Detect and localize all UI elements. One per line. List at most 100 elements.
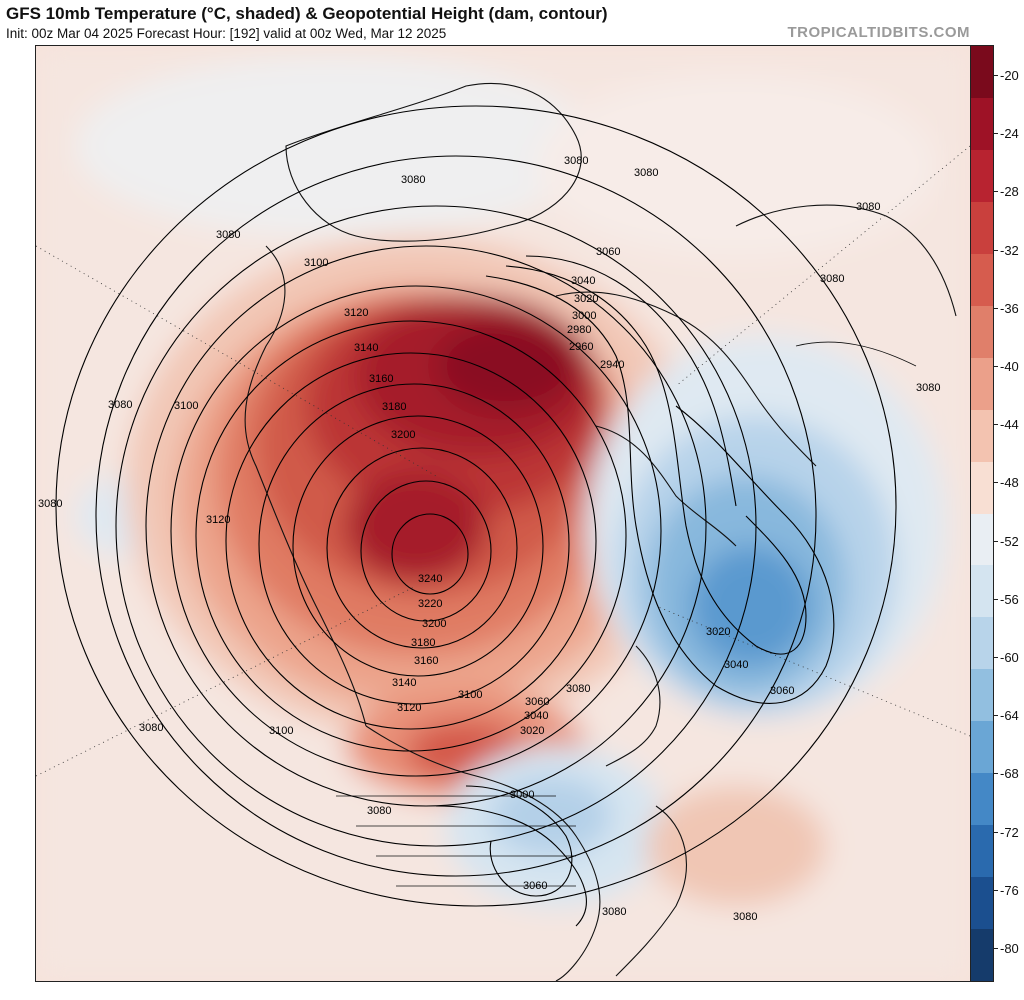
colorbar-segment	[971, 201, 993, 255]
chart-subtitle: Init: 00z Mar 04 2025 Forecast Hour: [19…	[6, 26, 447, 41]
contour-label: 3100	[304, 257, 328, 269]
contour-label: 3080	[566, 683, 590, 695]
colorbar-tick	[993, 249, 998, 251]
colorbar-tick	[993, 598, 998, 600]
contour-label: 3080	[856, 201, 880, 213]
colorbar-segment	[971, 773, 993, 827]
colorbar-label: -60	[1000, 650, 1019, 665]
map-canvas: 3080 3080 3080 3080 3080 3080 3080 3100 …	[36, 46, 970, 981]
colorbar-segment	[971, 409, 993, 463]
contour-label: 3040	[524, 710, 548, 722]
colorbar-label: -48	[1000, 475, 1019, 491]
colorbar-label: -64	[1000, 708, 1019, 724]
colorbar-tick	[993, 307, 998, 309]
contour-label: 3140	[392, 677, 416, 689]
colorbar-label: -80	[1000, 941, 1019, 956]
contour-label: 3120	[206, 514, 230, 526]
contour-label: 3060	[525, 696, 549, 708]
contour-label-layer: 3080 3080 3080 3080 3080 3080 3080 3100 …	[38, 155, 940, 923]
colorbar-tick	[993, 133, 998, 135]
contour-label: 3180	[382, 401, 406, 413]
colorbar-segment	[971, 617, 993, 671]
colorbar-tick	[993, 773, 998, 775]
colorbar-label: -68	[1000, 766, 1019, 782]
contour-label: 3060	[596, 246, 620, 258]
colorbar-label: -36	[1000, 300, 1019, 316]
colorbar-label: -52	[1000, 533, 1019, 549]
colorbar-label: -28	[1000, 184, 1019, 200]
contour-label: 3020	[574, 293, 598, 305]
colorbar-segment	[971, 929, 993, 981]
colorbar-segment	[971, 461, 993, 515]
contour-label: 2960	[569, 341, 593, 353]
colorbar-segment	[971, 877, 993, 931]
chart-title: GFS 10mb Temperature (°C, shaded) & Geop…	[6, 4, 608, 23]
colorbar-tick	[993, 948, 998, 949]
contour-label: 3140	[354, 342, 378, 354]
colorbar-segment	[971, 513, 993, 567]
contour-label: 3200	[422, 618, 446, 630]
height-contours	[55, 105, 897, 927]
colorbar-segment	[971, 97, 993, 151]
contour-label: 3080	[216, 229, 240, 241]
contour-label: 3080	[733, 911, 757, 923]
colorbar-tick	[993, 540, 998, 542]
contour-label: 3160	[369, 373, 393, 385]
colorbar-tick	[993, 889, 998, 891]
contour-label: 3120	[344, 307, 368, 319]
map-panel: 3080 3080 3080 3080 3080 3080 3080 3100 …	[35, 45, 971, 982]
contour-label: 3080	[564, 155, 588, 167]
colorbar-tick	[993, 831, 998, 833]
colorbar-tick	[993, 75, 998, 76]
contour-label: 3020	[520, 725, 544, 737]
colorbar-segment	[971, 305, 993, 359]
contour-label: 3200	[391, 429, 415, 441]
colorbar-segment	[971, 721, 993, 775]
contour-label: 3100	[458, 689, 482, 701]
colorbar-tick	[993, 191, 998, 193]
colorbar-segment	[971, 149, 993, 203]
colorbar-segment	[971, 46, 993, 99]
contour-label: 3020	[706, 626, 730, 638]
brand-watermark[interactable]: TROPICALTIDBITS.COM	[787, 24, 970, 41]
contour-label: 3060	[770, 685, 794, 697]
contour-label: 3160	[414, 655, 438, 667]
colorbar-label: -24	[1000, 126, 1019, 142]
colorbar-segment	[971, 357, 993, 411]
colorbar-segment	[971, 669, 993, 723]
colorbar-tick	[993, 424, 998, 426]
contour-label: 3060	[523, 880, 547, 892]
colorbar-tick	[993, 657, 998, 658]
colorbar-label: -76	[1000, 882, 1019, 898]
colorbar-segment	[971, 253, 993, 307]
contour-label: 3240	[418, 573, 442, 585]
colorbar-label: -32	[1000, 242, 1019, 258]
graticule	[36, 145, 970, 777]
contour-label: 2940	[600, 359, 624, 371]
contour-label: 3040	[724, 659, 748, 671]
contour-label: 3080	[139, 722, 163, 734]
colorbar-label: -20	[1000, 68, 1019, 83]
colorbar-label: -44	[1000, 417, 1019, 433]
contour-label: 3080	[401, 174, 425, 186]
colorbar-label: -56	[1000, 591, 1019, 607]
colorbar-label: -72	[1000, 824, 1019, 840]
contour-label: 3100	[174, 400, 198, 412]
contour-label: 3080	[634, 167, 658, 179]
colorbar-segment	[971, 825, 993, 879]
contour-label: 3100	[269, 725, 293, 737]
contour-label: 3040	[571, 275, 595, 287]
colorbar-label: -40	[1000, 359, 1019, 374]
contour-label: 3000	[510, 789, 534, 801]
contour-label: 3180	[411, 637, 435, 649]
contour-label: 3080	[367, 805, 391, 817]
contour-label: 3220	[418, 598, 442, 610]
contour-label: 3080	[38, 498, 62, 510]
colorbar-segment	[971, 565, 993, 619]
contour-label: 2980	[567, 324, 591, 336]
contour-label: 3080	[108, 399, 132, 411]
contour-label: 3000	[572, 310, 596, 322]
contour-label: 3080	[916, 382, 940, 394]
colorbar-tick	[993, 366, 998, 367]
contour-label: 3080	[602, 906, 626, 918]
